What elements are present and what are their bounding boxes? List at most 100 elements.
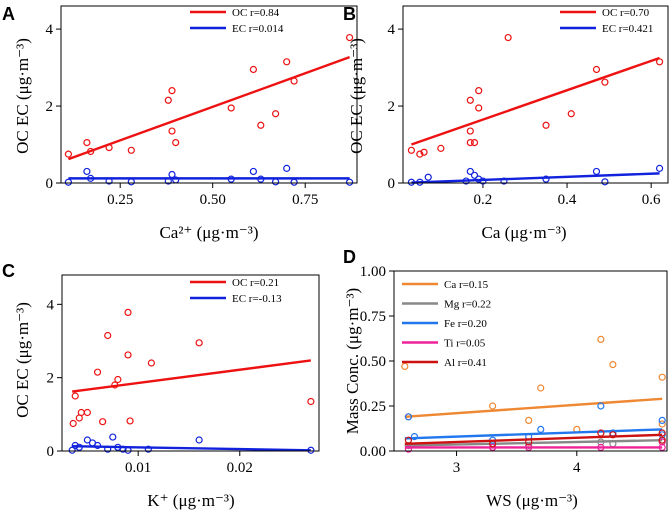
panel-c-point-oc xyxy=(114,375,122,384)
panel-a-legend-label: EC r=0.014 xyxy=(232,23,284,35)
panel-a-legend-label: OC r=0.84 xyxy=(232,7,280,19)
panel-c-point-oc xyxy=(77,408,85,417)
panel-c-point-oc xyxy=(93,368,102,376)
panel-d-point-ca xyxy=(525,416,533,424)
panel-c-point-oc xyxy=(124,308,132,316)
panel-d-plot: 3 4 0.00 0.25 0.50 0.75 1.00 Ca r=0.15 Mg r=0.22… xyxy=(360,264,668,476)
panel-d-xlabel: WS (μg·m⁻³) xyxy=(486,491,578,510)
panel-d-ytick-label: 0.75 xyxy=(360,309,386,325)
panel-c-legend-label: OC r=0.21 xyxy=(232,277,279,289)
panel-c-ytick-label: 2 xyxy=(47,371,55,387)
panel-a-xtick-label: 0.75 xyxy=(292,192,318,208)
panel-a-point-oc xyxy=(272,110,280,118)
panel-b-ylabel: OC EC (μg·m⁻³) xyxy=(347,38,366,154)
panel-b-point-ec xyxy=(424,173,432,181)
panel-a-fit-oc xyxy=(67,56,351,161)
panel-d-ytick-label: 0.50 xyxy=(360,354,386,370)
panel-d-point-ca xyxy=(658,420,666,428)
panel-d-fit-al xyxy=(404,433,663,445)
panel-a-ytick-label: 4 xyxy=(46,22,54,38)
panel-c-point-oc xyxy=(83,408,91,417)
panel-b-point-oc xyxy=(470,138,479,147)
panel-d-ytick-label: 0.25 xyxy=(360,399,386,415)
panel-a-point-oc xyxy=(257,121,265,129)
panel-a-point-ec xyxy=(64,178,73,186)
panel-a-xtick-label: 0.50 xyxy=(200,192,226,208)
panel-c-plot: 0.01 0.02 0 2 4 OC r=0.21 EC r=-0.13 xyxy=(47,274,320,476)
panel-b-legend-label: EC r=0.421 xyxy=(602,23,653,35)
panel-d-point-fe xyxy=(597,402,605,410)
panel-c-point-ec xyxy=(195,436,203,444)
panel-b-point-ec xyxy=(655,164,664,172)
panel-d-ytick-label: 1.00 xyxy=(360,264,386,280)
panel-c-point-ec xyxy=(109,433,117,441)
panel-d-point-fe xyxy=(410,433,419,441)
panel-d-legend-label: Fe r=0.20 xyxy=(444,318,487,330)
panel-c-fit-ec xyxy=(72,445,311,452)
panel-c-point-oc xyxy=(124,351,132,359)
panel-b-point-oc xyxy=(437,144,445,152)
panel-a-point-oc xyxy=(346,33,354,42)
panel-b-point-ec xyxy=(470,171,479,179)
panel-c-ytick-label: 0 xyxy=(47,444,55,460)
panel-c-letter: C xyxy=(2,261,15,281)
panel-c-point-oc xyxy=(99,418,107,426)
panel-c-point-oc xyxy=(147,359,155,367)
panel-d-fit-ca xyxy=(404,397,663,418)
panel-b-xtick-label: 0.4 xyxy=(558,192,577,208)
panel-d-legend-label: Al r=0.41 xyxy=(444,357,487,369)
panel-a-point-oc xyxy=(227,104,235,112)
panel-b-ytick-label: 2 xyxy=(388,99,396,115)
panel-b-point-oc xyxy=(466,127,474,135)
panel-a-point-ec xyxy=(168,170,176,179)
panel-d-fit-mg xyxy=(404,439,663,447)
panel-a-point-oc xyxy=(64,150,73,158)
panel-d-point-ca xyxy=(609,361,617,369)
panel-b-plot: 0.2 0.4 0.6 0 2 4 OC r=0.70 EC r=0.421 xyxy=(388,5,669,208)
panel-d-point-fe xyxy=(537,425,545,433)
panel-a-point-oc xyxy=(168,127,176,135)
panel-d-point-fe xyxy=(658,416,666,424)
panel-a-point-oc xyxy=(83,138,91,147)
panel-b-point-oc xyxy=(407,146,416,154)
panel-c-fit-oc xyxy=(72,359,312,393)
panel-b-point-oc xyxy=(466,96,474,104)
panel-b-point-oc xyxy=(466,138,474,147)
panel-a-point-ec xyxy=(290,178,298,186)
panel-a-point-ec xyxy=(272,178,280,186)
panel-b-xtick-label: 0.2 xyxy=(474,192,493,208)
panel-c-ylabel: OC EC (μg·m⁻³) xyxy=(13,302,32,418)
panel-c-xtick-label: 0.02 xyxy=(227,460,253,476)
panel-b-point-oc xyxy=(475,104,483,112)
panel-d-ytick-label: 0.00 xyxy=(360,444,386,460)
panel-b-axes-frame xyxy=(402,5,669,184)
panel-b-xtick-label: 0.6 xyxy=(642,192,661,208)
panel-c-point-oc xyxy=(307,397,315,406)
panel-d-point-ca xyxy=(658,373,666,381)
panel-d-xtick-label: 4 xyxy=(573,460,581,476)
panel-b-point-oc xyxy=(567,110,575,118)
panel-c-point-ec xyxy=(144,445,152,453)
panel-d-legend-label: Mg r=0.22 xyxy=(444,299,491,311)
panel-a-point-oc xyxy=(127,146,135,154)
panel-d-point-fe xyxy=(404,413,413,421)
panel-c-point-oc xyxy=(195,339,203,347)
panel-b-fit-oc xyxy=(411,56,660,146)
panel-b-legend-label: OC r=0.70 xyxy=(602,7,650,19)
panel-a-xlabel: Ca²⁺ (μg·m⁻³) xyxy=(159,223,258,242)
panel-b-fit-ec xyxy=(411,172,660,184)
panel-d-point-al xyxy=(609,431,617,439)
panel-d-axes-frame xyxy=(393,270,668,452)
panel-b-point-oc xyxy=(475,87,483,95)
panel-c-ytick-label: 4 xyxy=(47,297,55,313)
panel-d-point-ca xyxy=(401,362,409,370)
panel-a-point-ec xyxy=(346,178,354,186)
panel-a-point-ec xyxy=(83,167,91,176)
panel-a-point-ec xyxy=(127,178,135,186)
panel-a-xtick-label: 0.25 xyxy=(107,192,133,208)
panel-b-point-oc xyxy=(416,150,424,158)
panel-c-legend-label: EC r=-0.13 xyxy=(232,293,282,305)
panel-a-point-oc xyxy=(283,58,291,66)
panel-d-fit-fe xyxy=(404,428,663,440)
